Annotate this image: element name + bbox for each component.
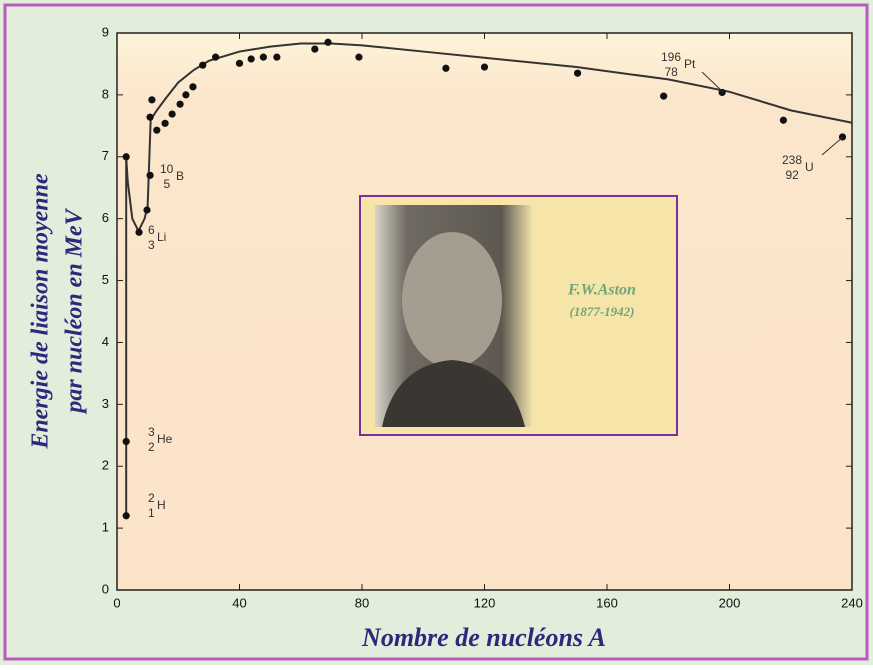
data-point bbox=[153, 126, 161, 134]
inset-name: F.W.Aston bbox=[567, 282, 636, 299]
inset-years: (1877-1942) bbox=[570, 304, 635, 319]
isotope-mass: 196 bbox=[661, 50, 681, 64]
data-point bbox=[324, 38, 332, 46]
portrait-body bbox=[382, 360, 525, 427]
isotope-symbol: He bbox=[157, 432, 173, 446]
x-tick-label: 200 bbox=[719, 595, 741, 610]
data-point bbox=[182, 91, 190, 99]
x-tick-label: 40 bbox=[232, 595, 246, 610]
data-point bbox=[146, 113, 154, 121]
isotope-number: 5 bbox=[164, 177, 171, 191]
leader-line bbox=[821, 136, 844, 156]
y-tick-label: 2 bbox=[102, 458, 109, 473]
isotope-mass: 6 bbox=[148, 223, 155, 237]
x-tick-label: 120 bbox=[474, 595, 496, 610]
data-point bbox=[718, 88, 726, 97]
x-tick-label: 80 bbox=[355, 595, 369, 610]
data-point bbox=[480, 63, 489, 71]
data-point bbox=[660, 92, 668, 100]
x-tick-label: 0 bbox=[113, 595, 120, 610]
data-point bbox=[273, 53, 281, 61]
data-point bbox=[122, 437, 130, 446]
data-point bbox=[122, 512, 130, 520]
data-point bbox=[146, 171, 154, 179]
isotope-symbol: Li bbox=[157, 230, 166, 244]
data-point bbox=[122, 153, 130, 161]
frame bbox=[3, 3, 869, 661]
isotope-symbol: H bbox=[157, 498, 166, 512]
data-point bbox=[442, 64, 450, 72]
data-point bbox=[148, 96, 156, 104]
data-point bbox=[176, 100, 184, 108]
x-axis-title: Nombre de nucléons A bbox=[361, 623, 606, 652]
y-tick-label: 9 bbox=[102, 24, 109, 39]
y-tick-label: 3 bbox=[102, 396, 109, 411]
data-point bbox=[355, 53, 363, 61]
data-point bbox=[199, 61, 207, 69]
y-tick-label: 0 bbox=[102, 581, 109, 596]
data-point bbox=[779, 116, 788, 124]
data-point bbox=[168, 110, 176, 118]
isotope-number: 3 bbox=[148, 238, 155, 252]
y-axis-title: Energie de liaison moyenne bbox=[28, 173, 54, 450]
isotope-number: 2 bbox=[148, 440, 155, 454]
data-point bbox=[259, 53, 267, 61]
isotope-number: 78 bbox=[665, 65, 679, 79]
leader-line bbox=[701, 71, 724, 93]
data-point bbox=[135, 228, 143, 236]
isotope-mass: 10 bbox=[160, 162, 174, 176]
data-point bbox=[161, 119, 169, 127]
x-tick-label: 160 bbox=[596, 595, 618, 610]
isotope-mass: 238 bbox=[782, 153, 802, 167]
data-point bbox=[311, 45, 319, 53]
y-tick-label: 6 bbox=[102, 210, 109, 225]
y-tick-label: 7 bbox=[102, 148, 109, 163]
x-tick-label: 240 bbox=[841, 595, 863, 610]
data-point bbox=[212, 53, 220, 61]
y-tick-label: 8 bbox=[102, 86, 109, 101]
isotope-symbol: B bbox=[176, 169, 184, 183]
isotope-symbol: U bbox=[805, 160, 814, 174]
data-point bbox=[235, 59, 244, 67]
data-point bbox=[143, 206, 151, 214]
isotope-number: 1 bbox=[148, 506, 155, 520]
isotope-mass: 2 bbox=[148, 491, 155, 505]
isotope-number: 92 bbox=[786, 168, 800, 182]
y-tick-label: 5 bbox=[102, 272, 109, 287]
data-point bbox=[574, 69, 582, 77]
portrait-face bbox=[402, 232, 502, 368]
isotope-mass: 3 bbox=[148, 425, 155, 439]
isotope-symbol: Pt bbox=[684, 57, 696, 71]
data-point bbox=[247, 55, 255, 63]
y-axis-title: par nucléon en MeV bbox=[62, 207, 88, 414]
y-tick-label: 1 bbox=[102, 520, 109, 535]
inset: F.W.Aston (1877-1942) bbox=[359, 195, 678, 436]
data-point bbox=[189, 83, 197, 91]
y-tick-label: 4 bbox=[102, 334, 109, 349]
